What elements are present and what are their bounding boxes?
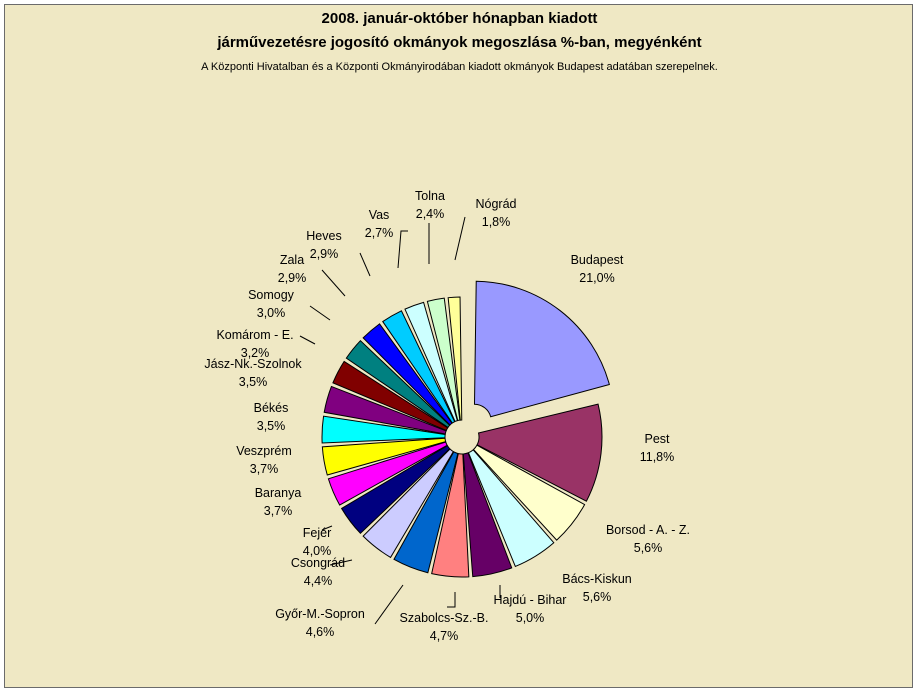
- leader-line: [447, 592, 456, 608]
- pie-slice: [426, 297, 461, 422]
- pie-slice: [362, 448, 455, 559]
- slice-label: Tolna: [415, 189, 445, 203]
- slice-label: Nógrád: [476, 197, 517, 211]
- slice-label: Zala: [280, 253, 304, 267]
- pie-slice: [382, 310, 456, 424]
- slice-value-label: 2,4%: [416, 207, 445, 221]
- slice-value-label: 21,0%: [579, 271, 614, 285]
- pie-slice: [340, 444, 451, 535]
- chart-subtitle: járművezetésre jogosító okmányok megoszl…: [217, 34, 702, 51]
- pie-slice: [467, 449, 555, 568]
- slice-label: Szabolcs-Sz.-B.: [400, 611, 489, 625]
- pie-slice: [332, 360, 449, 432]
- slice-value-label: 3,7%: [250, 462, 279, 476]
- leader-line: [299, 335, 316, 345]
- slice-label: Komárom - E.: [216, 328, 293, 342]
- pie-slice: [362, 323, 453, 426]
- slice-value-label: 3,5%: [239, 375, 268, 389]
- slice-label: Somogy: [248, 288, 295, 302]
- slice-value-label: 4,6%: [306, 625, 335, 639]
- slice-value-label: 3,7%: [264, 504, 293, 518]
- pie-slice: [323, 385, 447, 435]
- leader-line: [454, 216, 466, 261]
- slice-label: Vas: [369, 208, 390, 222]
- slice-value-label: 2,9%: [278, 271, 307, 285]
- slice-value-label: 11,8%: [640, 450, 675, 464]
- slice-value-label: 1,8%: [482, 215, 511, 229]
- slice-value-label: 3,2%: [241, 346, 270, 360]
- slice-label: Fejér: [303, 526, 331, 540]
- leader-line: [329, 559, 353, 566]
- slice-label: Baranya: [255, 486, 302, 500]
- slice-value-label: 4,0%: [303, 544, 332, 558]
- pie-slice: [327, 441, 448, 506]
- pie-slice: [462, 452, 513, 578]
- slice-label: Pest: [644, 432, 670, 446]
- leader-line: [359, 252, 371, 277]
- pie-slice: [476, 403, 603, 502]
- pie-slice: [404, 301, 458, 423]
- pie-slice: [472, 444, 586, 541]
- leader-line: [309, 305, 331, 321]
- slice-value-label: 5,0%: [516, 611, 545, 625]
- pie-slice: [473, 280, 610, 418]
- slice-label: Heves: [306, 229, 341, 243]
- pie-slice: [321, 415, 446, 444]
- slice-label: Bács-Kiskun: [562, 572, 632, 586]
- slice-value-label: 4,7%: [430, 629, 459, 643]
- pie-slice: [431, 452, 470, 578]
- slice-label: Veszprém: [236, 444, 292, 458]
- pie-slice: [447, 296, 463, 421]
- pie-slice: [345, 339, 451, 429]
- slice-label: Budapest: [571, 253, 624, 267]
- slice-value-label: 4,4%: [304, 574, 333, 588]
- leader-line: [321, 269, 346, 297]
- slice-label: Borsod - A. - Z.: [606, 523, 690, 537]
- slice-value-label: 2,7%: [365, 226, 394, 240]
- slice-label: Győr-M.-Sopron: [275, 607, 365, 621]
- slice-value-label: 2,9%: [310, 247, 339, 261]
- slice-value-label: 3,0%: [257, 306, 286, 320]
- slice-value-label: 3,5%: [257, 419, 286, 433]
- slice-label: Jász-Nk.-Szolnok: [204, 357, 302, 371]
- slice-label: Hajdú - Bihar: [494, 593, 567, 607]
- slice-value-label: 5,6%: [634, 541, 663, 555]
- slice-label: Csongrád: [291, 556, 345, 570]
- chart-note: A Központi Hivatalban és a Központi Okmá…: [201, 61, 718, 73]
- chart-title: 2008. január-október hónapban kiadott: [321, 10, 598, 27]
- leader-line: [374, 584, 404, 625]
- leader-line: [397, 230, 408, 269]
- pie-slice: [321, 437, 447, 476]
- pie-slice: [393, 451, 459, 574]
- slice-value-label: 5,6%: [583, 590, 612, 604]
- leader-line: [321, 525, 333, 531]
- slice-label: Békés: [254, 401, 289, 415]
